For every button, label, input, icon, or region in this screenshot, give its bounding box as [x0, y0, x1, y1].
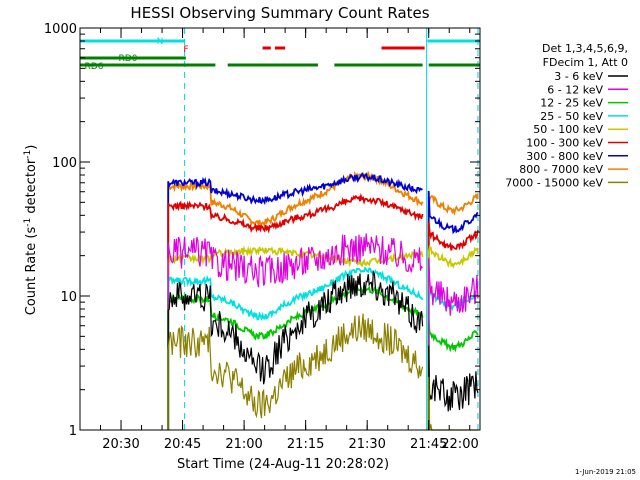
legend-label: 7000 - 15000 keV	[505, 176, 603, 189]
legend-label: 25 - 50 keV	[540, 110, 603, 123]
series-line-7000-15000-	[167, 313, 478, 431]
y-axis-label: Count Rate (s-1 detector-1)	[23, 145, 39, 316]
legend-label: 800 - 7000 keV	[519, 163, 603, 176]
x-tick-label: 21:00	[225, 437, 262, 452]
legend-header-line-1: Det 1,3,4,5,6,9,	[542, 42, 628, 55]
status-label-f: F	[183, 45, 188, 55]
status-label-rd6: RD6	[85, 62, 104, 72]
series-line-300-800-	[167, 172, 479, 430]
legend-label: 300 - 800 keV	[526, 150, 603, 163]
x-axis-label: Start Time (24-Aug-11 20:28:02)	[177, 457, 389, 472]
legend-label: 100 - 300 keV	[526, 137, 603, 150]
plot-area: N F RD0 RD6 1 10 100 1000 20:30 20:45 21:00 21:15 21…	[44, 22, 481, 452]
x-tick-label: 22:00	[441, 437, 478, 452]
y-tick-label: 100	[52, 156, 77, 171]
y-tick-label: 10	[60, 290, 77, 305]
x-tick-label: 20:30	[102, 437, 139, 452]
series-line-100-300-	[167, 192, 479, 430]
legend-label: 12 - 25 keV	[540, 97, 603, 110]
chart-title: HESSI Observing Summary Count Rates	[130, 4, 429, 22]
legend-label: 3 - 6 keV	[554, 70, 603, 83]
x-tick-label: 21:15	[287, 437, 324, 452]
series-line-6-12-	[167, 233, 479, 430]
x-tick-label: 20:45	[164, 437, 201, 452]
series-line-800-7000-	[167, 170, 479, 430]
series-line-3-6-	[167, 269, 479, 430]
status-label-n: N	[157, 37, 164, 47]
footer-timestamp: 1-Jun-2019 21:05	[575, 468, 636, 476]
plot-frame	[79, 27, 481, 431]
x-tick-label: 21:30	[348, 437, 385, 452]
status-label-rd0: RD0	[119, 54, 138, 64]
y-tick-label: 1000	[44, 22, 77, 37]
y-tick-label: 1	[69, 424, 77, 439]
series-line-25-50-	[167, 266, 479, 430]
x-tick-label: 21:45	[410, 437, 447, 452]
legend-label: 50 - 100 keV	[533, 123, 603, 136]
legend-header-line-2: FDecim 1, Att 0	[543, 56, 628, 69]
series-line-12-25-	[167, 285, 479, 430]
legend-label: 6 - 12 keV	[547, 83, 603, 96]
